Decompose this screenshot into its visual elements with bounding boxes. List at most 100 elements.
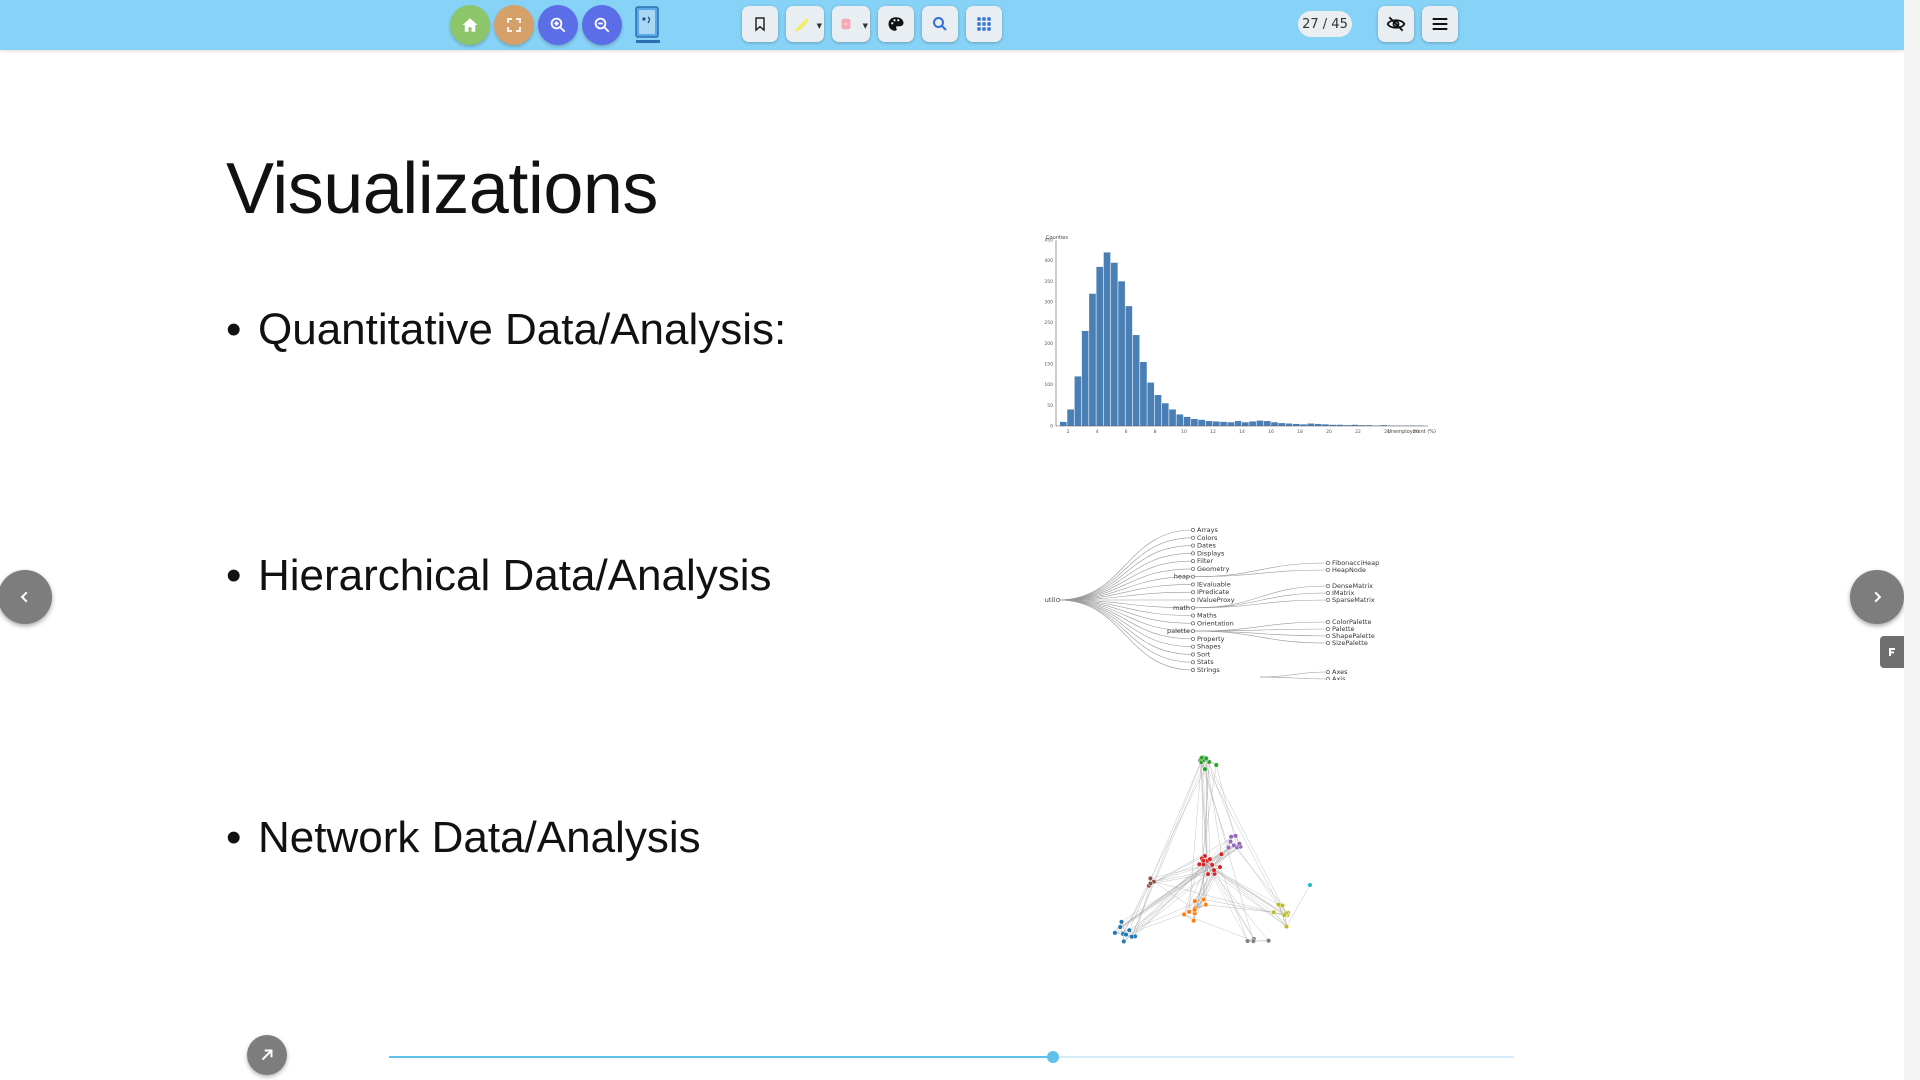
network-node [1283,923,1290,930]
book-logo-icon [635,6,660,43]
next-slide-button[interactable] [1850,570,1904,624]
hide-toolbar-button[interactable] [1378,6,1414,42]
network-link [1131,758,1207,937]
tree-node-label: Displays [1197,549,1225,557]
tree-node [1326,677,1330,680]
tree-node-label: Property [1197,635,1225,643]
highlighter-button[interactable]: ▼ [786,6,824,42]
zoom-in-icon [550,17,566,33]
tree-node [1191,605,1195,610]
bullet-hierarchical: • Hierarchical Data/Analysis [226,551,772,601]
network-link [1205,758,1240,844]
eraser-icon [841,18,851,30]
menu-button[interactable] [1422,6,1458,42]
grid-view-button[interactable] [966,6,1002,42]
network-node [1250,938,1256,944]
histogram-bar [1118,281,1125,426]
tree-node-label: IEvaluable [1197,580,1231,588]
network-node [1271,909,1277,915]
bookmark-button[interactable] [742,6,778,42]
network-node [1118,919,1125,925]
network-link [1122,899,1204,935]
bullet-dot: • [226,305,242,354]
theme-palette-button[interactable] [878,6,914,42]
y-tick-label: 100 [1044,382,1053,388]
network-node [1126,927,1132,933]
progress-handle[interactable] [1046,1051,1059,1063]
tree-node [1191,629,1195,634]
histogram-bar [1307,423,1315,426]
network-node [1123,932,1129,938]
network-link [1205,904,1274,913]
tree-node-label: Orientation [1197,619,1234,627]
zoom-out-button[interactable] [582,5,622,45]
network-link [1206,846,1241,866]
progress-fill [389,1056,1053,1058]
network-node [1245,938,1251,944]
network-node [1231,842,1237,848]
previous-slide-button[interactable] [0,570,52,624]
bullet-dot: • [226,551,242,600]
x-tick-label: 2 [1067,429,1070,435]
tree-node [1191,668,1195,672]
bullet-dot: • [226,813,242,862]
network-link [1114,846,1241,934]
network-link [1206,759,1211,860]
histogram-bar [1125,306,1133,426]
vertical-scrollbar[interactable] [1904,0,1920,1080]
x-tick-label: 6 [1125,429,1128,435]
tree-node [1326,584,1330,588]
histogram-bar [1198,419,1205,426]
network-node [1181,911,1187,917]
network-link [1206,864,1285,916]
side-panel-tab[interactable] [1880,636,1904,668]
tree-node-label: palette [1167,627,1190,635]
tree-node-label: Axis [1332,675,1346,680]
grid-icon [977,17,991,31]
network-link [1205,758,1222,855]
tree-node-label: IValueProxy [1197,596,1235,604]
chevron-right-icon [1874,591,1882,603]
tree-link [1192,599,1329,609]
histogram-bars [1060,252,1424,426]
tree-node-label: Sort [1197,650,1211,658]
zoom-in-button[interactable] [538,5,578,45]
network-node [1275,902,1282,908]
y-tick-label: 350 [1044,279,1053,285]
x-tick-label: 18 [1297,429,1303,435]
bookmark-icon [755,17,765,32]
tree-node-label: IPredicate [1197,588,1229,596]
home-button[interactable] [450,5,490,45]
hamburger-menu-icon [1432,18,1448,30]
network-node [1192,898,1198,904]
network-link [1286,884,1311,927]
histogram-bar [1227,422,1235,426]
expand-button[interactable] [247,1035,287,1075]
histogram-bar [1132,335,1140,426]
histogram-bar [1300,424,1307,426]
panel-tab-icon [1889,648,1895,656]
tree-node [1191,559,1195,564]
network-link [1203,860,1288,916]
histogram-bar [1060,421,1067,426]
tree-node [1191,543,1195,548]
network-node [1147,875,1153,881]
chevron-down-icon: ▼ [816,22,822,30]
tree-node [1191,566,1195,571]
x-tick-label: 24 [1384,429,1390,435]
slide-progress-bar[interactable] [389,1051,1514,1063]
histogram-bar [1285,423,1293,426]
tree-link [1259,676,1329,680]
tree-node [1326,627,1330,631]
network-links [1114,757,1311,942]
network-link [1134,836,1232,937]
tree-link [1192,585,1329,609]
tree-node [1191,613,1195,618]
search-button[interactable] [922,6,958,42]
eraser-button[interactable]: ▼ [832,6,870,42]
fullscreen-button[interactable] [494,5,534,45]
tree-node [1191,551,1195,556]
network-link [1122,885,1150,934]
network-node [1117,924,1123,930]
palette-icon [888,17,904,31]
